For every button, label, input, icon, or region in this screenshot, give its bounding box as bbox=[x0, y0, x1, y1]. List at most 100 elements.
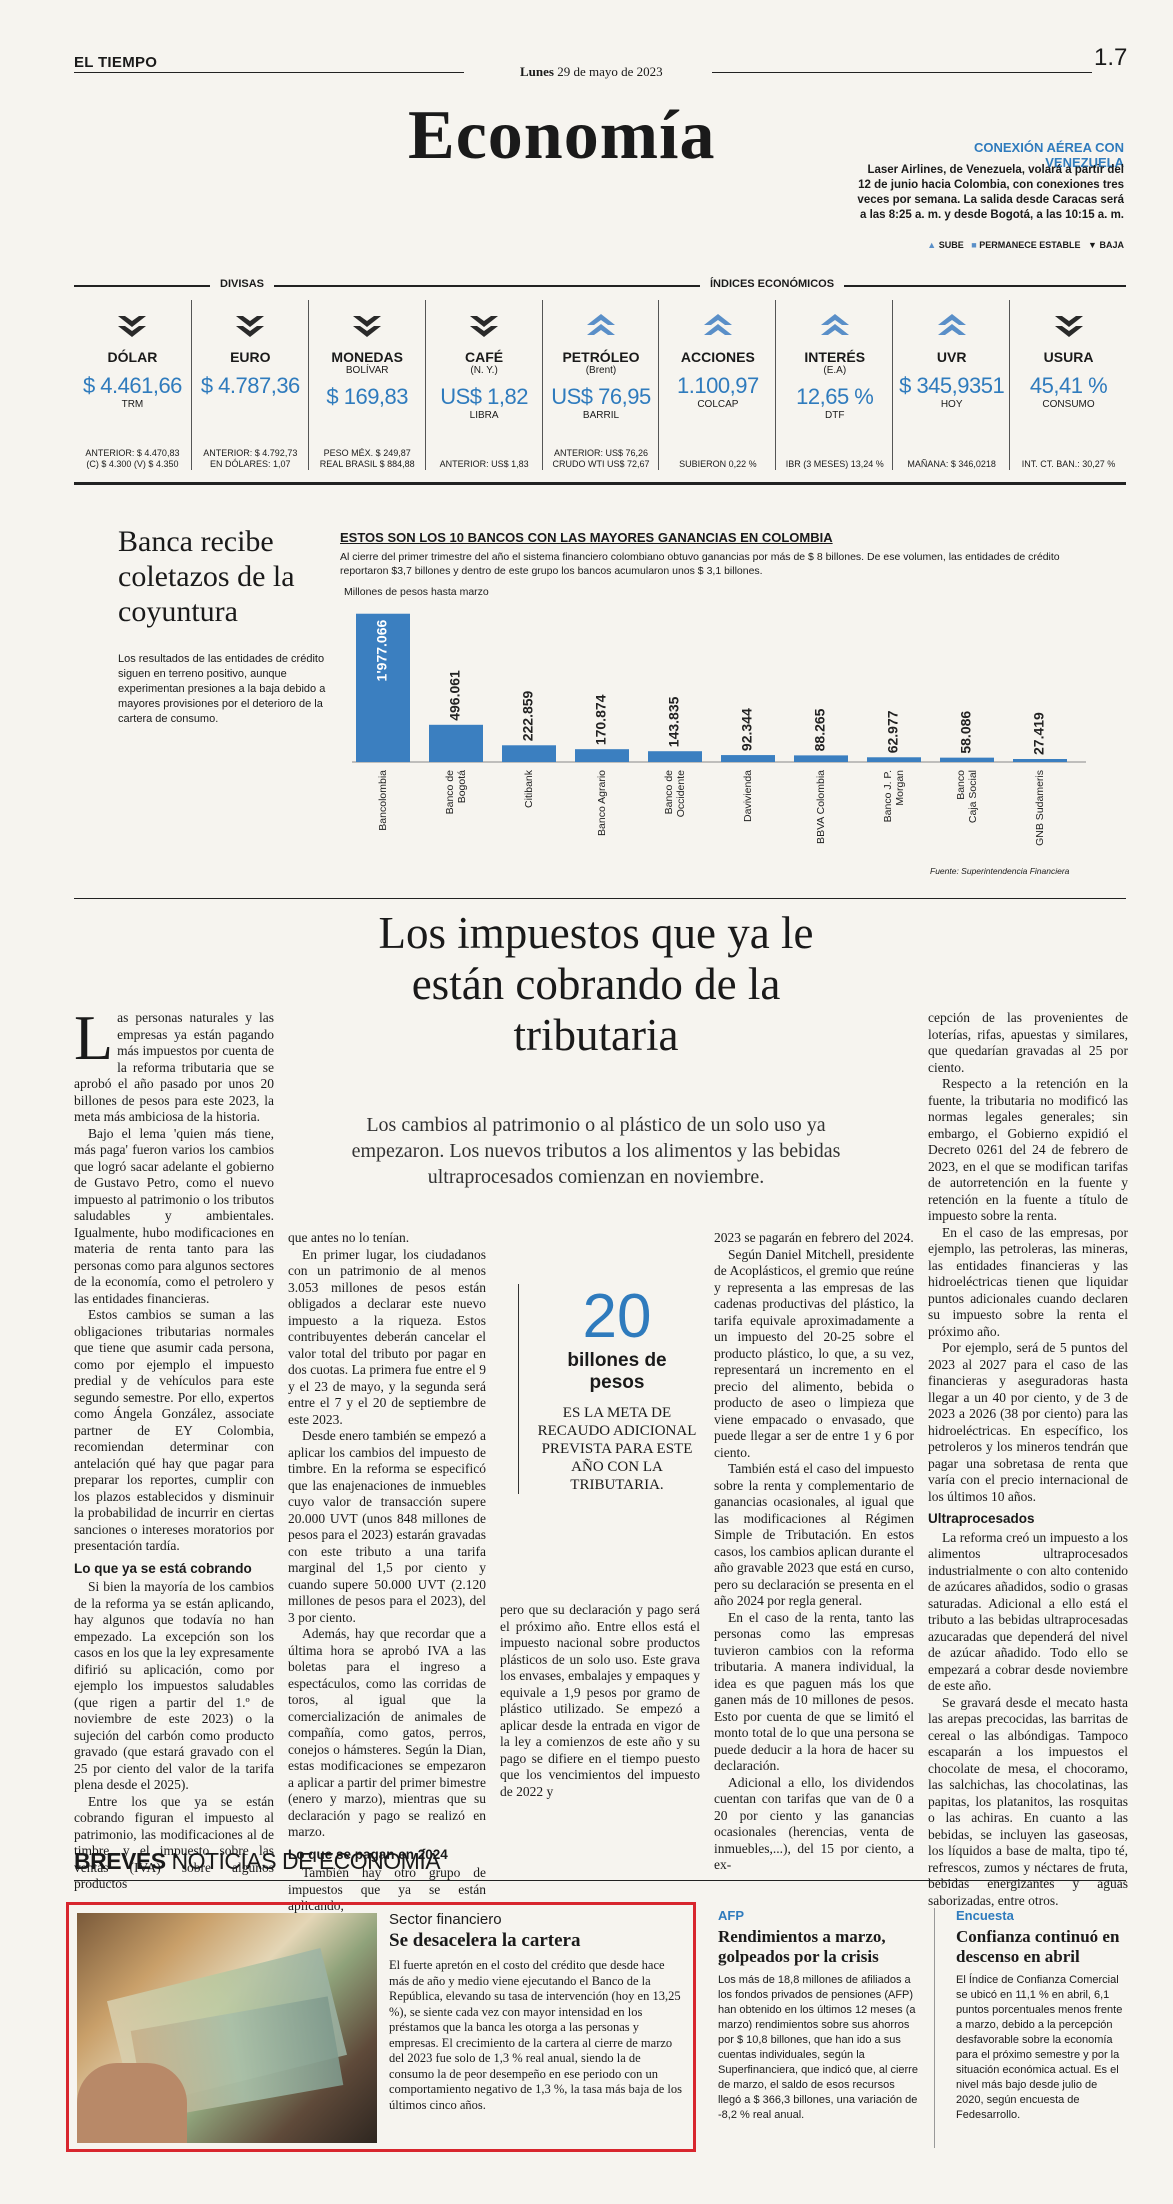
chart-source: Fuente: Superintendencia Financiera bbox=[930, 866, 1070, 876]
indicator-name: DÓLAR bbox=[107, 349, 158, 365]
breves-label-bold: BREVES bbox=[74, 1848, 166, 1874]
banca-headline: Banca recibe coletazos de la coyuntura bbox=[118, 525, 295, 628]
paragraph: También hay otro grupo de impuestos que … bbox=[288, 1865, 486, 1913]
chart-category-label: Banco bbox=[955, 770, 967, 800]
up-arrow-icon: ▲ bbox=[927, 240, 937, 250]
chart-category-label: Occidente bbox=[675, 770, 687, 817]
chart-category-label: Bancolombia bbox=[377, 770, 389, 831]
paragraph: También está el caso del impuesto sobre … bbox=[714, 1461, 914, 1608]
indicator-name: ACCIONES bbox=[680, 349, 755, 365]
indicator-monedas: MONEDAS BOLÍVAR $ 169,83 PESO MÉX. $ 249,87… bbox=[307, 300, 426, 470]
paragraph: Respecto a la retención en la fuente, la… bbox=[928, 1076, 1128, 1223]
indicator-footnote: ANTERIOR: $ 4.470,83 (C) $ 4.300 (V) $ 4.… bbox=[85, 448, 180, 469]
trend-down-icon bbox=[470, 316, 499, 337]
chart-category-label: Morgan bbox=[894, 770, 906, 806]
indicator-value: 1.100,97 bbox=[677, 373, 759, 398]
indicator-unit: TRM bbox=[121, 399, 144, 410]
paragraph: Estos cambios se suman a las obligacione… bbox=[74, 1307, 274, 1553]
trend-up-icon bbox=[703, 314, 732, 335]
indicators-row: DÓLAR $ 4.461,66 TRM ANTERIOR: $ 4.470,83 (C… bbox=[74, 300, 1126, 470]
paper-name: EL TIEMPO bbox=[74, 54, 158, 71]
indicator-name: USURA bbox=[1043, 349, 1094, 365]
date-day: Lunes bbox=[520, 64, 554, 79]
indicator-name: INTERÉS bbox=[804, 349, 866, 365]
indicator-value: US$ 76,95 bbox=[551, 384, 651, 409]
indicator-acciones: ACCIONES 1.100,97 COLCAP SUBIERON 0,22 % bbox=[658, 300, 776, 470]
flight-note-body: Laser Airlines, de Venezuela, volará a p… bbox=[857, 164, 1124, 221]
chart-bar bbox=[1013, 759, 1067, 762]
chart-title: ESTOS SON LOS 10 BANCOS CON LAS MAYORES … bbox=[340, 530, 833, 545]
paragraph: que antes no lo tenían. bbox=[288, 1230, 410, 1245]
chart-value-label: 143.835 bbox=[666, 696, 682, 747]
breve-afp: AFP Rendimientos a marzo, golpeados por … bbox=[718, 1908, 918, 2123]
paragraph: Se gravará desde el mecato hasta las are… bbox=[928, 1694, 1128, 1908]
indicator-footnote: SUBIERON 0,22 % bbox=[679, 459, 757, 469]
indicator-petróleo: PETRÓLEO (Brent) US$ 76,95 BARRIL ANTERIOR: … bbox=[541, 300, 660, 470]
trend-legend: ▲ SUBE ■ PERMANECE ESTABLE ▼ BAJA bbox=[880, 240, 1124, 250]
paragraph: La reforma creó un impuesto a los alimen… bbox=[928, 1529, 1128, 1694]
paragraph: Además, hay que recordar que a última ho… bbox=[288, 1626, 486, 1839]
paragraph: 2023 se pagarán en febrero del 2024. bbox=[714, 1230, 914, 1245]
chart-bar bbox=[648, 751, 702, 762]
indicator-value: $ 169,83 bbox=[326, 384, 409, 409]
legend-down: BAJA bbox=[1099, 240, 1124, 250]
chart-category-label: GNB Sudameris bbox=[1034, 770, 1046, 846]
paragraph: Si bien la mayoría de los cambios de la … bbox=[74, 1579, 274, 1792]
callout-text: ES LA META DE RECAUDO ADICIONAL PREVISTA… bbox=[537, 1405, 697, 1493]
indicator-unit: BARRIL bbox=[582, 410, 620, 421]
lead-paragraph: as personas naturales y las empresas ya … bbox=[74, 1010, 274, 1124]
page-number: 1.7 bbox=[1094, 44, 1128, 71]
chart-value-label: 58.086 bbox=[958, 711, 974, 754]
breves-header: BREVES NOTICIAS DE ECONOMÍA bbox=[74, 1848, 441, 1875]
chart-value-label: 222.859 bbox=[520, 690, 536, 741]
breve-title: Confianza continuó en descenso en abril bbox=[956, 1927, 1120, 1966]
chart-category-label: Davivienda bbox=[742, 770, 754, 822]
chart-bar bbox=[867, 757, 921, 762]
indicator-usura: USURA 45,41 % CONSUMO INT. CT. BAN.: 30,27 … bbox=[1009, 300, 1127, 470]
breve-body: El Índice de Confianza Comercial se ubic… bbox=[956, 1974, 1123, 2121]
indicator-name: MONEDAS bbox=[331, 349, 403, 365]
drop-cap: L bbox=[74, 1002, 114, 1073]
breve-title: Se desacelera la cartera bbox=[389, 1930, 581, 1951]
chart-bar bbox=[940, 757, 994, 762]
paragraph: En el caso de las empresas, por ejemplo,… bbox=[928, 1224, 1128, 1339]
paragraph: En el caso de la renta, tanto las person… bbox=[714, 1609, 914, 1774]
indicator-value: 12,65 % bbox=[796, 384, 874, 409]
paragraph: En primer lugar, los ciudadanos con un p… bbox=[288, 1246, 486, 1427]
breve-body: El fuerte apretón en el costo del crédit… bbox=[389, 1958, 682, 2112]
paragraph: Adicional a ello, los dividendos cuentan… bbox=[714, 1774, 914, 1873]
paragraph: Según Daniel Mitchell, presidente de Aco… bbox=[714, 1246, 914, 1460]
indicator-name: CAFÉ bbox=[465, 349, 504, 365]
indicator-footnote: PESO MÉX. $ 249,87 REAL BRASIL $ 884,88 bbox=[319, 448, 415, 469]
trend-down-icon bbox=[353, 316, 382, 337]
indicator-footnote: MAÑANA: $ 346,0218 bbox=[907, 459, 996, 469]
indicator-value: $ 345,9351 bbox=[899, 373, 1005, 398]
paragraph: pero que su declaración y pago será el p… bbox=[500, 1602, 700, 1799]
indicator-sub: (Brent) bbox=[585, 365, 617, 376]
subhead: Lo que se pagan en 2024 bbox=[288, 1846, 448, 1862]
chart-bar bbox=[575, 749, 629, 762]
legend-stable: PERMANECE ESTABLE bbox=[979, 240, 1081, 250]
callout-unit: billones de pesos bbox=[567, 1350, 667, 1393]
indicator-unit: HOY bbox=[940, 399, 963, 410]
chart-bar bbox=[429, 724, 483, 762]
trend-up-icon bbox=[586, 314, 615, 335]
trend-down-icon bbox=[118, 316, 147, 337]
indicator-sub: (N. Y.) bbox=[470, 365, 498, 376]
article-column-4: 2023 se pagarán en febrero del 2024. Seg… bbox=[714, 1230, 914, 1874]
legend-up: SUBE bbox=[938, 240, 964, 250]
trend-up-icon bbox=[937, 314, 966, 335]
chart-value-label: 27.419 bbox=[1031, 712, 1047, 755]
chart-subtitle: Al cierre del primer trimestre del año e… bbox=[340, 551, 1060, 577]
chart-value-label: 1'977.066 bbox=[374, 620, 390, 682]
chart-bar bbox=[502, 745, 556, 762]
chart-category-label: Banco de bbox=[663, 770, 675, 815]
chart-category-label: BBVA Colombia bbox=[815, 770, 827, 844]
indicator-café: CAFÉ (N. Y.) US$ 1,82 LIBRA ANTERIOR: US$ 1,… bbox=[424, 300, 543, 470]
paragraph: Por ejemplo, será de 5 puntos del 2023 a… bbox=[928, 1340, 1128, 1504]
chart-value-label: 496.061 bbox=[447, 670, 463, 721]
chart-category-label: Bogotá bbox=[456, 770, 468, 803]
callout-box: 20 billones de pesos ES LA META DE RECAU… bbox=[518, 1284, 697, 1494]
chart-ylabel: Millones de pesos hasta marzo bbox=[344, 586, 489, 598]
breve-body: Los más de 18,8 millones de afiliados a … bbox=[718, 1974, 918, 2121]
